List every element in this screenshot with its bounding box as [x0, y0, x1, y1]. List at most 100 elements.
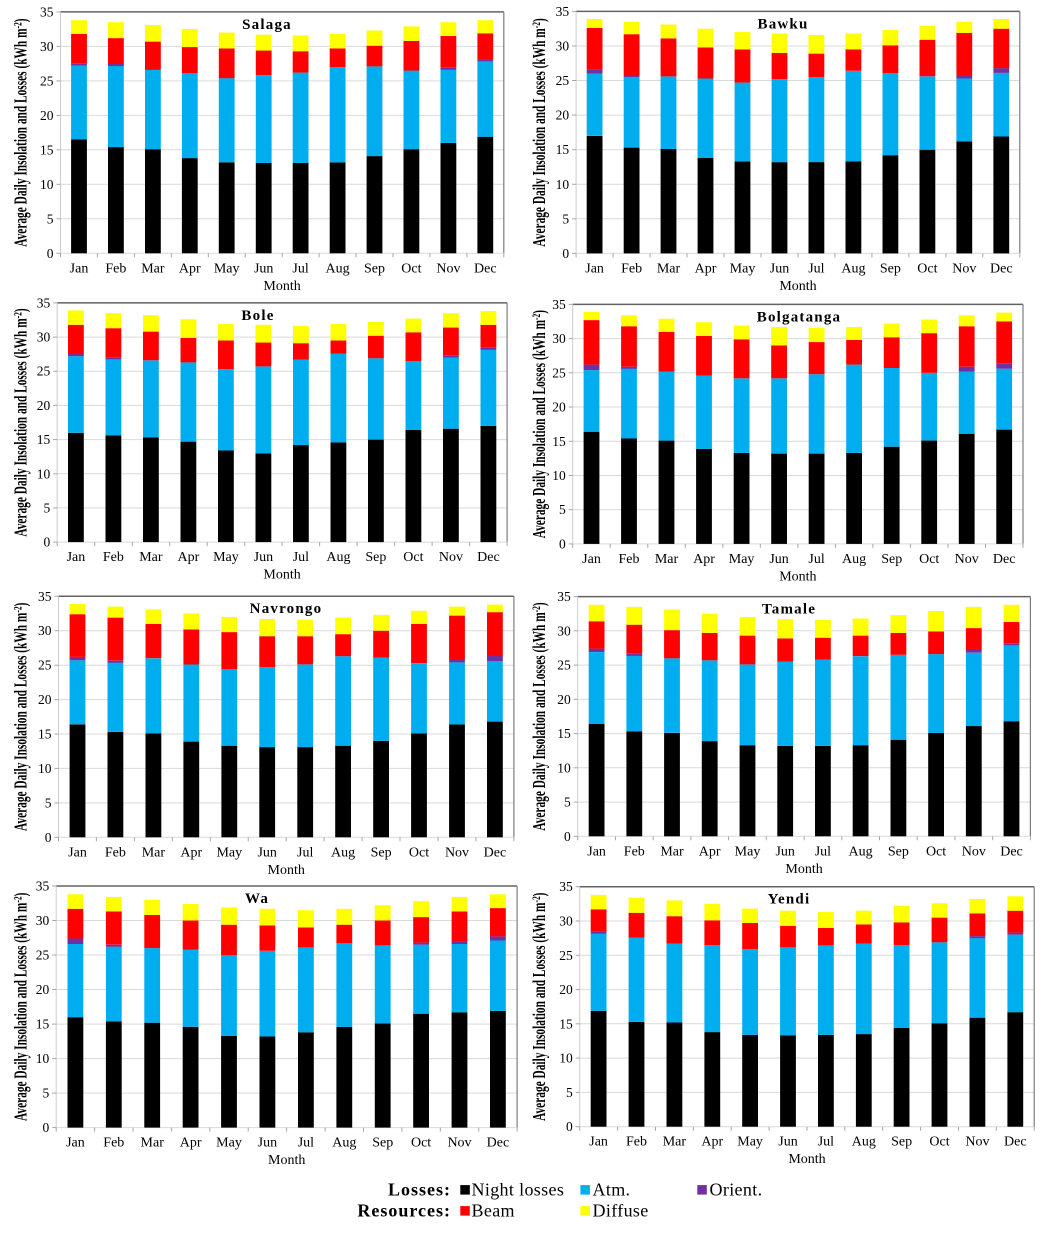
svg-text:Jun: Jun — [254, 261, 273, 276]
svg-text:20: 20 — [38, 692, 52, 707]
svg-text:Mar: Mar — [663, 1135, 687, 1150]
svg-text:Apr: Apr — [701, 1135, 723, 1150]
svg-text:May: May — [216, 845, 242, 860]
svg-text:5: 5 — [43, 500, 50, 515]
svg-text:25: 25 — [38, 658, 52, 673]
svg-text:25: 25 — [36, 948, 50, 963]
svg-text:Atm.: Atm. — [593, 1180, 631, 1200]
svg-text:Resources:: Resources: — [357, 1201, 451, 1221]
svg-text:Nov: Nov — [436, 261, 460, 276]
svg-text:30: 30 — [556, 39, 570, 54]
svg-text:Tamale: Tamale — [762, 602, 816, 618]
svg-text:Oct: Oct — [401, 261, 421, 276]
svg-text:Jan: Jan — [66, 1136, 85, 1151]
svg-text:Average Daily Insolation an: Average Daily Insolation and Losses (kWh… — [531, 892, 550, 1120]
svg-text:Jun: Jun — [770, 261, 789, 276]
svg-text:35: 35 — [38, 589, 52, 604]
svg-text:Jul: Jul — [815, 844, 831, 859]
svg-text:Dec: Dec — [1000, 844, 1023, 859]
svg-text:Jan: Jan — [587, 844, 606, 859]
svg-text:Bole: Bole — [241, 308, 274, 324]
svg-text:Apr: Apr — [693, 552, 715, 567]
svg-text:Nov: Nov — [952, 261, 976, 276]
svg-text:25: 25 — [559, 948, 573, 963]
svg-text:Jul: Jul — [808, 552, 824, 567]
svg-text:5: 5 — [562, 211, 569, 226]
svg-text:20: 20 — [556, 108, 570, 123]
svg-text:20: 20 — [552, 400, 566, 415]
svg-text:10: 10 — [556, 177, 570, 192]
svg-text:Sep: Sep — [365, 550, 386, 565]
svg-text:Feb: Feb — [103, 1136, 124, 1151]
svg-text:30: 30 — [37, 330, 51, 345]
svg-text:15: 15 — [38, 727, 52, 742]
svg-text:10: 10 — [559, 1051, 573, 1066]
svg-text:Dec: Dec — [990, 261, 1013, 276]
svg-text:Nov: Nov — [962, 844, 986, 859]
svg-text:Night losses: Night losses — [472, 1180, 565, 1200]
svg-text:10: 10 — [37, 466, 51, 481]
svg-text:Oct: Oct — [929, 1135, 949, 1150]
svg-text:15: 15 — [559, 1016, 573, 1031]
svg-text:15: 15 — [37, 432, 51, 447]
svg-text:Feb: Feb — [624, 844, 645, 859]
svg-text:Month: Month — [263, 568, 300, 583]
svg-text:5: 5 — [45, 795, 52, 810]
svg-text:15: 15 — [556, 142, 570, 157]
svg-text:35: 35 — [559, 879, 573, 894]
svg-text:Dec: Dec — [993, 552, 1016, 567]
svg-text:Jul: Jul — [292, 261, 308, 276]
svg-text:Jul: Jul — [298, 1136, 314, 1151]
svg-text:30: 30 — [40, 39, 54, 54]
svg-text:5: 5 — [564, 795, 571, 810]
svg-text:Jan: Jan — [585, 261, 604, 276]
svg-text:Oct: Oct — [409, 845, 429, 860]
svg-text:Jun: Jun — [775, 844, 794, 859]
svg-text:Mar: Mar — [141, 1136, 165, 1151]
svg-text:Jan: Jan — [589, 1135, 608, 1150]
svg-text:Average Daily Insolation an: Average Daily Insolation and Losses (kWh… — [12, 603, 31, 831]
svg-text:Apr: Apr — [178, 550, 200, 565]
svg-text:Nov: Nov — [955, 552, 979, 567]
svg-text:Aug: Aug — [326, 550, 350, 565]
svg-text:Average Daily Insolation an: Average Daily Insolation and Losses (kWh… — [531, 310, 550, 538]
svg-text:0: 0 — [47, 246, 54, 261]
svg-text:35: 35 — [556, 4, 570, 19]
svg-text:Aug: Aug — [332, 1136, 356, 1151]
svg-text:Sep: Sep — [364, 261, 385, 276]
svg-text:Jun: Jun — [778, 1135, 797, 1150]
svg-text:Average Daily Insolation an: Average Daily Insolation and Losses (kWh… — [12, 308, 31, 536]
svg-text:Losses:: Losses: — [388, 1180, 451, 1200]
svg-text:Aug: Aug — [849, 844, 873, 859]
svg-text:20: 20 — [557, 692, 571, 707]
svg-text:Oct: Oct — [926, 844, 946, 859]
svg-text:Oct: Oct — [919, 552, 939, 567]
svg-text:Nov: Nov — [447, 1136, 471, 1151]
svg-text:May: May — [735, 844, 761, 859]
svg-text:Mar: Mar — [657, 261, 681, 276]
svg-text:35: 35 — [36, 879, 50, 894]
svg-text:Sep: Sep — [372, 1136, 393, 1151]
svg-text:Aug: Aug — [852, 1135, 876, 1150]
svg-text:10: 10 — [38, 761, 52, 776]
svg-text:20: 20 — [37, 398, 51, 413]
svg-text:Nov: Nov — [965, 1135, 989, 1150]
svg-text:Jul: Jul — [293, 550, 309, 565]
svg-text:25: 25 — [40, 73, 54, 88]
svg-text:Month: Month — [268, 863, 305, 878]
svg-text:Diffuse: Diffuse — [593, 1201, 649, 1221]
svg-text:May: May — [214, 261, 240, 276]
svg-text:May: May — [729, 552, 755, 567]
svg-text:5: 5 — [566, 1085, 573, 1100]
svg-text:Mar: Mar — [142, 845, 166, 860]
svg-text:Sep: Sep — [881, 552, 902, 567]
svg-text:20: 20 — [36, 982, 50, 997]
svg-text:5: 5 — [42, 1086, 49, 1101]
svg-text:Feb: Feb — [105, 261, 126, 276]
svg-text:20: 20 — [559, 982, 573, 997]
svg-text:0: 0 — [43, 535, 50, 550]
svg-text:Nov: Nov — [439, 550, 463, 565]
svg-text:Dec: Dec — [487, 1136, 510, 1151]
svg-text:Jun: Jun — [769, 552, 788, 567]
svg-text:Jun: Jun — [254, 550, 273, 565]
